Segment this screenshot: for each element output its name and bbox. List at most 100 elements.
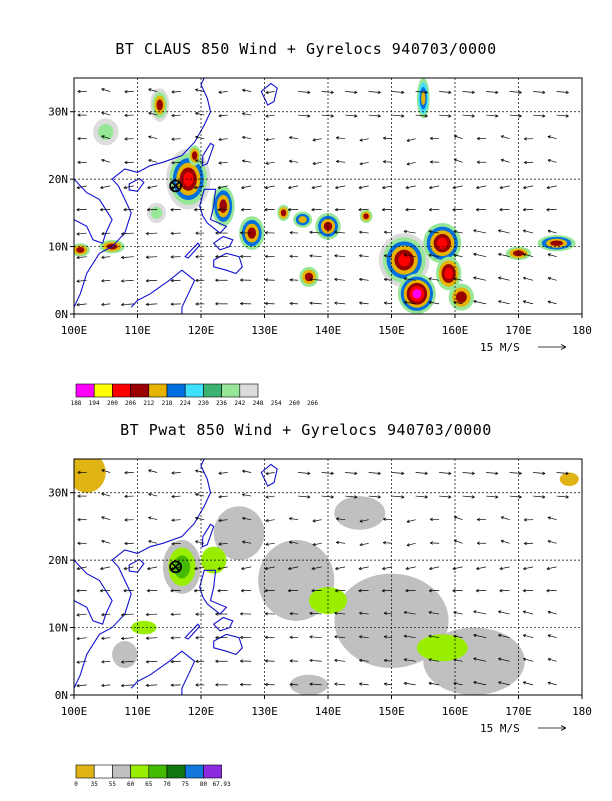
- coastline: [261, 83, 277, 105]
- colorbar-swatch: [131, 384, 149, 397]
- field-patch: [437, 238, 447, 249]
- y-tick-label: 30N: [48, 487, 68, 500]
- colorbar-label: 230: [198, 400, 209, 407]
- x-tick-label: 130E: [251, 705, 278, 718]
- colorbar-label: 35: [91, 781, 99, 788]
- field-patch: [76, 247, 84, 253]
- y-tick-label: 10N: [48, 622, 68, 635]
- colorbar-swatch: [240, 384, 258, 397]
- colorbar-swatch: [76, 765, 94, 778]
- colorbar-label: 67.93: [213, 781, 231, 788]
- x-tick-label: 140E: [315, 705, 342, 718]
- plot-area: [68, 452, 579, 695]
- field-patch: [421, 91, 425, 104]
- colorbar-swatch: [203, 384, 221, 397]
- x-tick-label: 160E: [442, 705, 469, 718]
- panel2-title: BT Pwat 850 Wind + Gyrelocs 940703/0000: [0, 421, 612, 439]
- colorbar-label: 236: [216, 400, 227, 407]
- x-tick-label: 170E: [505, 324, 532, 337]
- coastline: [131, 651, 194, 695]
- x-tick-label: 110E: [124, 324, 151, 337]
- x-tick-label: 180: [572, 324, 592, 337]
- colorbar-swatch: [222, 384, 240, 397]
- colorbar-label: 248: [253, 400, 264, 407]
- ref-vector-label: 15 M/S: [480, 341, 520, 354]
- panel1-title: BT CLAUS 850 Wind + Gyrelocs 940703/0000: [0, 40, 612, 58]
- colorbar-swatch: [112, 765, 130, 778]
- colorbar-swatch: [149, 765, 167, 778]
- x-tick-label: 150E: [378, 324, 405, 337]
- field-patch: [112, 641, 137, 668]
- field-patch: [413, 289, 422, 298]
- field-patch: [334, 496, 385, 530]
- coastline: [261, 464, 277, 486]
- colorbar-swatch: [167, 765, 185, 778]
- field-patch: [192, 151, 197, 160]
- colorbar-label: 0: [74, 781, 78, 788]
- colorbar-swatch: [149, 384, 167, 397]
- colorbar-label: 224: [180, 400, 191, 407]
- wind-vector: [146, 661, 157, 662]
- colorbar-label: 60: [127, 781, 135, 788]
- wind-vector: [146, 257, 157, 258]
- colorbar-label: 254: [271, 400, 282, 407]
- x-tick-label: 100E: [61, 324, 88, 337]
- colorbar-swatch: [185, 384, 203, 397]
- field-patch: [444, 268, 452, 279]
- colorbar-label: 55: [109, 781, 117, 788]
- wind-vector: [146, 614, 157, 615]
- coastline: [214, 237, 233, 250]
- ref-vector-label: 15 M/S: [480, 722, 520, 735]
- colorbar-label: 242: [234, 400, 245, 407]
- x-tick-label: 160E: [442, 324, 469, 337]
- coastline: [129, 179, 144, 192]
- field-patch: [151, 207, 162, 219]
- coastline: [131, 270, 194, 314]
- field-patch: [281, 209, 286, 216]
- colorbar-swatch: [131, 765, 149, 778]
- x-tick-label: 180: [572, 705, 592, 718]
- colorbar-label: 70: [163, 781, 171, 788]
- field-patch: [456, 291, 467, 303]
- colorbar-label: 212: [143, 400, 154, 407]
- colorbar-label: 218: [162, 400, 173, 407]
- x-tick-label: 150E: [378, 705, 405, 718]
- wind-vector: [146, 304, 157, 305]
- x-tick-label: 120E: [188, 705, 215, 718]
- colorbar-swatch: [94, 765, 112, 778]
- colorbar-label: 266: [307, 400, 318, 407]
- colorbar-label: 200: [107, 400, 118, 407]
- coastline: [129, 560, 144, 573]
- wind-vector: [146, 685, 157, 686]
- field-patch: [363, 213, 368, 219]
- field-patch: [305, 273, 313, 282]
- field-patch: [219, 199, 227, 212]
- colorbar-swatch: [185, 765, 203, 778]
- wind-vector: [146, 638, 157, 639]
- colorbar-label: 194: [89, 400, 100, 407]
- field-patch: [550, 241, 563, 246]
- y-tick-label: 20N: [48, 173, 68, 186]
- y-tick-label: 0N: [55, 308, 68, 321]
- coastline: [200, 570, 227, 614]
- panel1-map: 100E 110E 120E 130E 140E 150E 160E 170E 180 0N 10N…: [0, 60, 612, 420]
- colorbar-label: 260: [289, 400, 300, 407]
- colorbar-label: 75: [182, 781, 190, 788]
- colorbar-label: 206: [125, 400, 136, 407]
- coastline: [214, 618, 233, 631]
- x-tick-label: 100E: [61, 705, 88, 718]
- colorbar-swatch: [167, 384, 185, 397]
- x-tick-label: 140E: [315, 324, 342, 337]
- x-tick-label: 170E: [505, 705, 532, 718]
- y-tick-label: 10N: [48, 241, 68, 254]
- field-patch: [299, 216, 307, 223]
- field-patch: [157, 99, 163, 110]
- colorbar-label: 80: [200, 781, 208, 788]
- x-tick-label: 120E: [188, 324, 215, 337]
- colorbar-swatch: [112, 384, 130, 397]
- x-tick-label: 130E: [251, 324, 278, 337]
- colorbar-swatch: [76, 384, 94, 397]
- y-tick-label: 30N: [48, 106, 68, 119]
- x-tick-label: 110E: [124, 705, 151, 718]
